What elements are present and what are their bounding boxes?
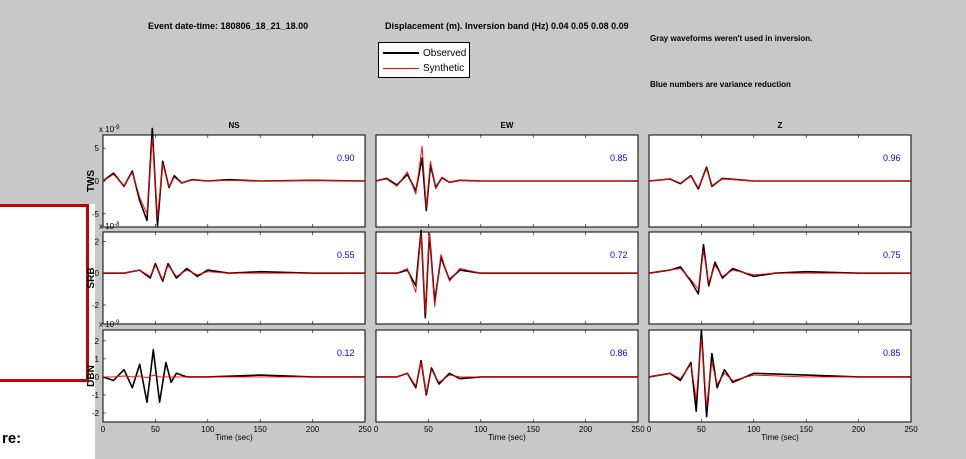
xtick-label-dbn-ns-200: 200 [306, 425, 320, 434]
legend-observed: Observed [383, 46, 466, 60]
gray-note: Gray waveforms weren't used in inversion… [650, 34, 813, 43]
xlabel-dbn-z: Time (sec) [761, 433, 799, 442]
variance-reduction-tws-ns: 0.90 [337, 153, 355, 163]
panel-srb-z [648, 231, 912, 325]
ytick-label-dbn-ns--2: -2 [92, 409, 100, 418]
ytick-label-srb-ns-0: 0 [95, 269, 100, 278]
legend-synthetic-label: Synthetic [423, 62, 465, 74]
station-label-srb: SRB [86, 267, 97, 288]
scale-label-dbn-ns: x 10-9 [99, 320, 120, 329]
legend: Observed Synthetic [378, 42, 470, 78]
variance-reduction-srb-ns: 0.55 [337, 250, 355, 260]
xtick-label-dbn-ew-200: 200 [579, 425, 593, 434]
xtick-label-dbn-z-100: 100 [747, 425, 761, 434]
ytick-label-tws-ns--5: -5 [92, 210, 100, 219]
synthetic-trace-tws-ew [375, 145, 638, 208]
synthetic-trace-dbn-ns [103, 374, 365, 379]
observed-trace-srb-ns [103, 262, 365, 283]
ytick-label-dbn-ns-2: 2 [95, 337, 100, 346]
column-title-ew: EW [501, 121, 514, 130]
xtick-label-dbn-z-200: 200 [852, 425, 866, 434]
ytick-label-tws-ns-0: 0 [95, 177, 100, 186]
synthetic-trace-srb-ns [103, 264, 365, 281]
legend-synthetic: Synthetic [383, 61, 464, 75]
ytick-label-dbn-ns-0: 0 [95, 373, 100, 382]
synthetic-swatch [383, 67, 419, 69]
xtick-label-dbn-ns-150: 150 [254, 425, 268, 434]
xtick-label-dbn-ew-250: 250 [631, 425, 645, 434]
variance-reduction-srb-ew: 0.72 [610, 250, 628, 260]
synthetic-trace-dbn-ew [376, 362, 638, 394]
xtick-label-dbn-ns-0: 0 [101, 425, 106, 434]
xtick-label-dbn-ns-100: 100 [201, 425, 215, 434]
variance-reduction-dbn-z: 0.85 [883, 348, 901, 358]
panel-srb-ns [102, 231, 366, 325]
ytick-label-srb-ns-2: 2 [95, 238, 100, 247]
xtick-label-dbn-z-150: 150 [800, 425, 814, 434]
synthetic-trace-srb-ew [376, 231, 638, 314]
ytick-label-dbn-ns-1: 1 [95, 355, 100, 364]
xtick-label-dbn-ew-0: 0 [374, 425, 379, 434]
column-title-ns: NS [228, 121, 240, 130]
xlabel-dbn-ew: Time (sec) [488, 433, 526, 442]
station-label-dbn: DBN [86, 365, 97, 387]
xtick-label-dbn-ns-50: 50 [151, 425, 160, 434]
observed-trace-dbn-ns [102, 348, 365, 404]
station-label-tws: TWS [86, 170, 97, 193]
xlabel-dbn-ns: Time (sec) [215, 433, 253, 442]
xtick-label-dbn-z-50: 50 [697, 425, 706, 434]
scale-label-tws-ns: x 10-9 [99, 125, 120, 134]
xtick-label-dbn-z-250: 250 [904, 425, 918, 434]
variance-reduction-dbn-ew: 0.86 [610, 348, 628, 358]
panel-dbn-ew [375, 329, 639, 423]
legend-observed-label: Observed [423, 47, 467, 59]
synthetic-trace-dbn-z [648, 338, 911, 407]
inversion-title: Displacement (m). Inversion band (Hz) 0.… [385, 21, 629, 31]
observed-swatch [383, 52, 419, 54]
event-title: Event date-time: 180806_18_21_18.00 [148, 21, 309, 31]
xtick-label-dbn-ew-50: 50 [424, 425, 433, 434]
scale-label-srb-ns: x 10-8 [99, 222, 120, 231]
synthetic-trace-tws-z [648, 168, 911, 189]
ytick-label-srb-ns--2: -2 [92, 301, 100, 310]
xtick-label-dbn-z-0: 0 [647, 425, 652, 434]
xtick-label-dbn-ns-250: 250 [358, 425, 372, 434]
variance-reduction-tws-z: 0.96 [883, 153, 901, 163]
synthetic-trace-srb-z [648, 250, 911, 290]
fragment-text: re: [2, 430, 22, 447]
red-frame [0, 204, 89, 382]
background-document: re: [0, 204, 95, 459]
blue-note: Blue numbers are variance reduction [650, 80, 791, 89]
synthetic-trace-tws-ns [102, 137, 366, 218]
column-title-z: Z [778, 121, 783, 130]
xtick-label-dbn-ew-150: 150 [527, 425, 541, 434]
ytick-label-dbn-ns--1: -1 [92, 391, 100, 400]
ytick-label-tws-ns-5: 5 [95, 144, 100, 153]
variance-reduction-tws-ew: 0.85 [610, 153, 628, 163]
variance-reduction-srb-z: 0.75 [883, 250, 901, 260]
panel-srb-ew [375, 231, 639, 325]
xtick-label-dbn-ew-100: 100 [474, 425, 488, 434]
variance-reduction-dbn-ns: 0.12 [337, 348, 355, 358]
